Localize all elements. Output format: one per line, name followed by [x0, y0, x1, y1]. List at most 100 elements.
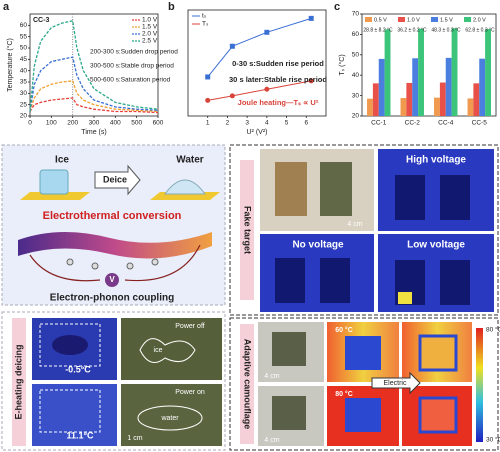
- source: [105, 273, 119, 287]
- colorbar-label: 30 °C: [486, 436, 500, 444]
- target: [395, 175, 425, 220]
- bar: [406, 82, 413, 116]
- label: Electric: [384, 380, 407, 387]
- y-tick-label: 40: [20, 67, 28, 74]
- bar: [434, 97, 440, 116]
- y-tick-label: 25: [20, 101, 28, 108]
- roi: [39, 389, 101, 433]
- panel-f: Fake target 4 cm High voltage No voltage…: [229, 144, 499, 316]
- label: Power on: [175, 389, 205, 396]
- label: Low voltage: [407, 240, 465, 251]
- bar: [418, 28, 424, 116]
- bar: [479, 58, 486, 116]
- legend-label: 1.0 V: [142, 17, 158, 24]
- electron: [66, 258, 74, 266]
- bar: [451, 28, 458, 117]
- point: [308, 15, 314, 21]
- target: [275, 258, 305, 303]
- x-axis-label: Time (s): [81, 129, 106, 136]
- wire: [29, 244, 201, 282]
- bar: [445, 57, 452, 116]
- colorbar: [476, 328, 483, 442]
- thermal-image: [32, 384, 117, 446]
- x-tick-label: 600: [153, 120, 164, 127]
- point: [308, 78, 314, 84]
- y-tick-label: 35: [20, 79, 28, 86]
- line-series: [207, 80, 312, 101]
- bar: [367, 98, 373, 116]
- electron: [126, 262, 134, 270]
- x-tick-label: 2: [226, 120, 230, 127]
- x-tick-label: 3: [245, 120, 249, 127]
- legend-label: 2.0 V: [473, 17, 486, 23]
- bar: [485, 29, 491, 116]
- y-tick-label: 45: [20, 56, 28, 63]
- line-series: [29, 20, 159, 112]
- bar: [439, 82, 446, 116]
- x-tick-label: 1: [206, 120, 210, 127]
- y-tick-label: 30: [20, 90, 28, 97]
- electron: [151, 258, 159, 266]
- annotation: Joule heating—Tₛ ∝ U²: [238, 98, 319, 107]
- x-tick-label: 0: [28, 120, 32, 127]
- label: 60 °C: [335, 326, 353, 334]
- sheet: [18, 231, 212, 259]
- photo: [121, 384, 222, 446]
- point: [264, 29, 270, 35]
- x-axis-label: U² (V²): [247, 129, 268, 136]
- target: [320, 258, 350, 303]
- legend-swatch: [398, 17, 405, 22]
- y-axis-label: Temperature (°C): [6, 38, 14, 92]
- panel-letter: b: [168, 1, 175, 13]
- x-tick-label: 200: [67, 120, 78, 127]
- legend-swatch: [464, 17, 471, 22]
- line-series: [29, 56, 159, 112]
- y-axis-label: Tₛ (°C): [338, 54, 346, 75]
- legend-label: 1.0 V: [407, 17, 420, 23]
- line-series: [29, 80, 159, 113]
- label: Deice: [103, 174, 127, 184]
- point: [205, 74, 211, 80]
- target: [418, 334, 458, 372]
- water-outline: [137, 405, 203, 431]
- roi: [39, 323, 101, 367]
- target: [440, 260, 470, 305]
- bar: [372, 83, 379, 116]
- panel-e: E-heating deicing -0.5°C 11.1°C Power of…: [1, 311, 226, 451]
- target: [272, 332, 306, 366]
- target: [440, 175, 470, 220]
- title: Electrothermal conversion: [43, 210, 182, 222]
- line-series: [207, 17, 312, 78]
- label-box: [12, 318, 26, 446]
- ice-region: [52, 335, 88, 355]
- y-tick-label: 20: [20, 113, 28, 120]
- subtitle: Electron-phonon coupling: [50, 293, 174, 304]
- panel-letter: a: [3, 1, 10, 13]
- target: [345, 336, 381, 370]
- annotation: 48.3 ± 0.3 °C: [431, 27, 461, 33]
- annotation: 300-500 s:Stable drop period: [90, 63, 174, 70]
- label: Fake target: [243, 206, 253, 254]
- annotation: 30 s later:Stable rise period: [229, 75, 327, 84]
- panel-g: Adaptive camouflage 4 cm 4 cm 60 °C 80 °…: [229, 317, 500, 451]
- arrow: [94, 164, 141, 196]
- x-tick-label: 4: [265, 120, 269, 127]
- target: [272, 396, 306, 430]
- annotation: 0-30 s:Sudden rise period: [232, 59, 324, 68]
- hot-spot: [398, 292, 412, 304]
- y-tick-label: 50: [352, 52, 360, 59]
- annotation: 200-300 s:Sudden drop period: [90, 49, 178, 56]
- label: 80 °C: [335, 390, 353, 398]
- y-tick-label: 30: [352, 92, 360, 99]
- scale-bar: 4 cm: [347, 221, 362, 228]
- y-tick-label: 50: [20, 45, 28, 52]
- y-tick-label: 55: [20, 33, 28, 40]
- temperature: -0.5°C: [65, 364, 91, 374]
- label: Water: [176, 155, 204, 166]
- target: [275, 162, 307, 216]
- x-tick-label: 500: [131, 120, 142, 127]
- label: No voltage: [292, 240, 344, 251]
- y-tick-label: 60: [20, 22, 28, 29]
- x-tick-label: CC-4: [438, 120, 454, 127]
